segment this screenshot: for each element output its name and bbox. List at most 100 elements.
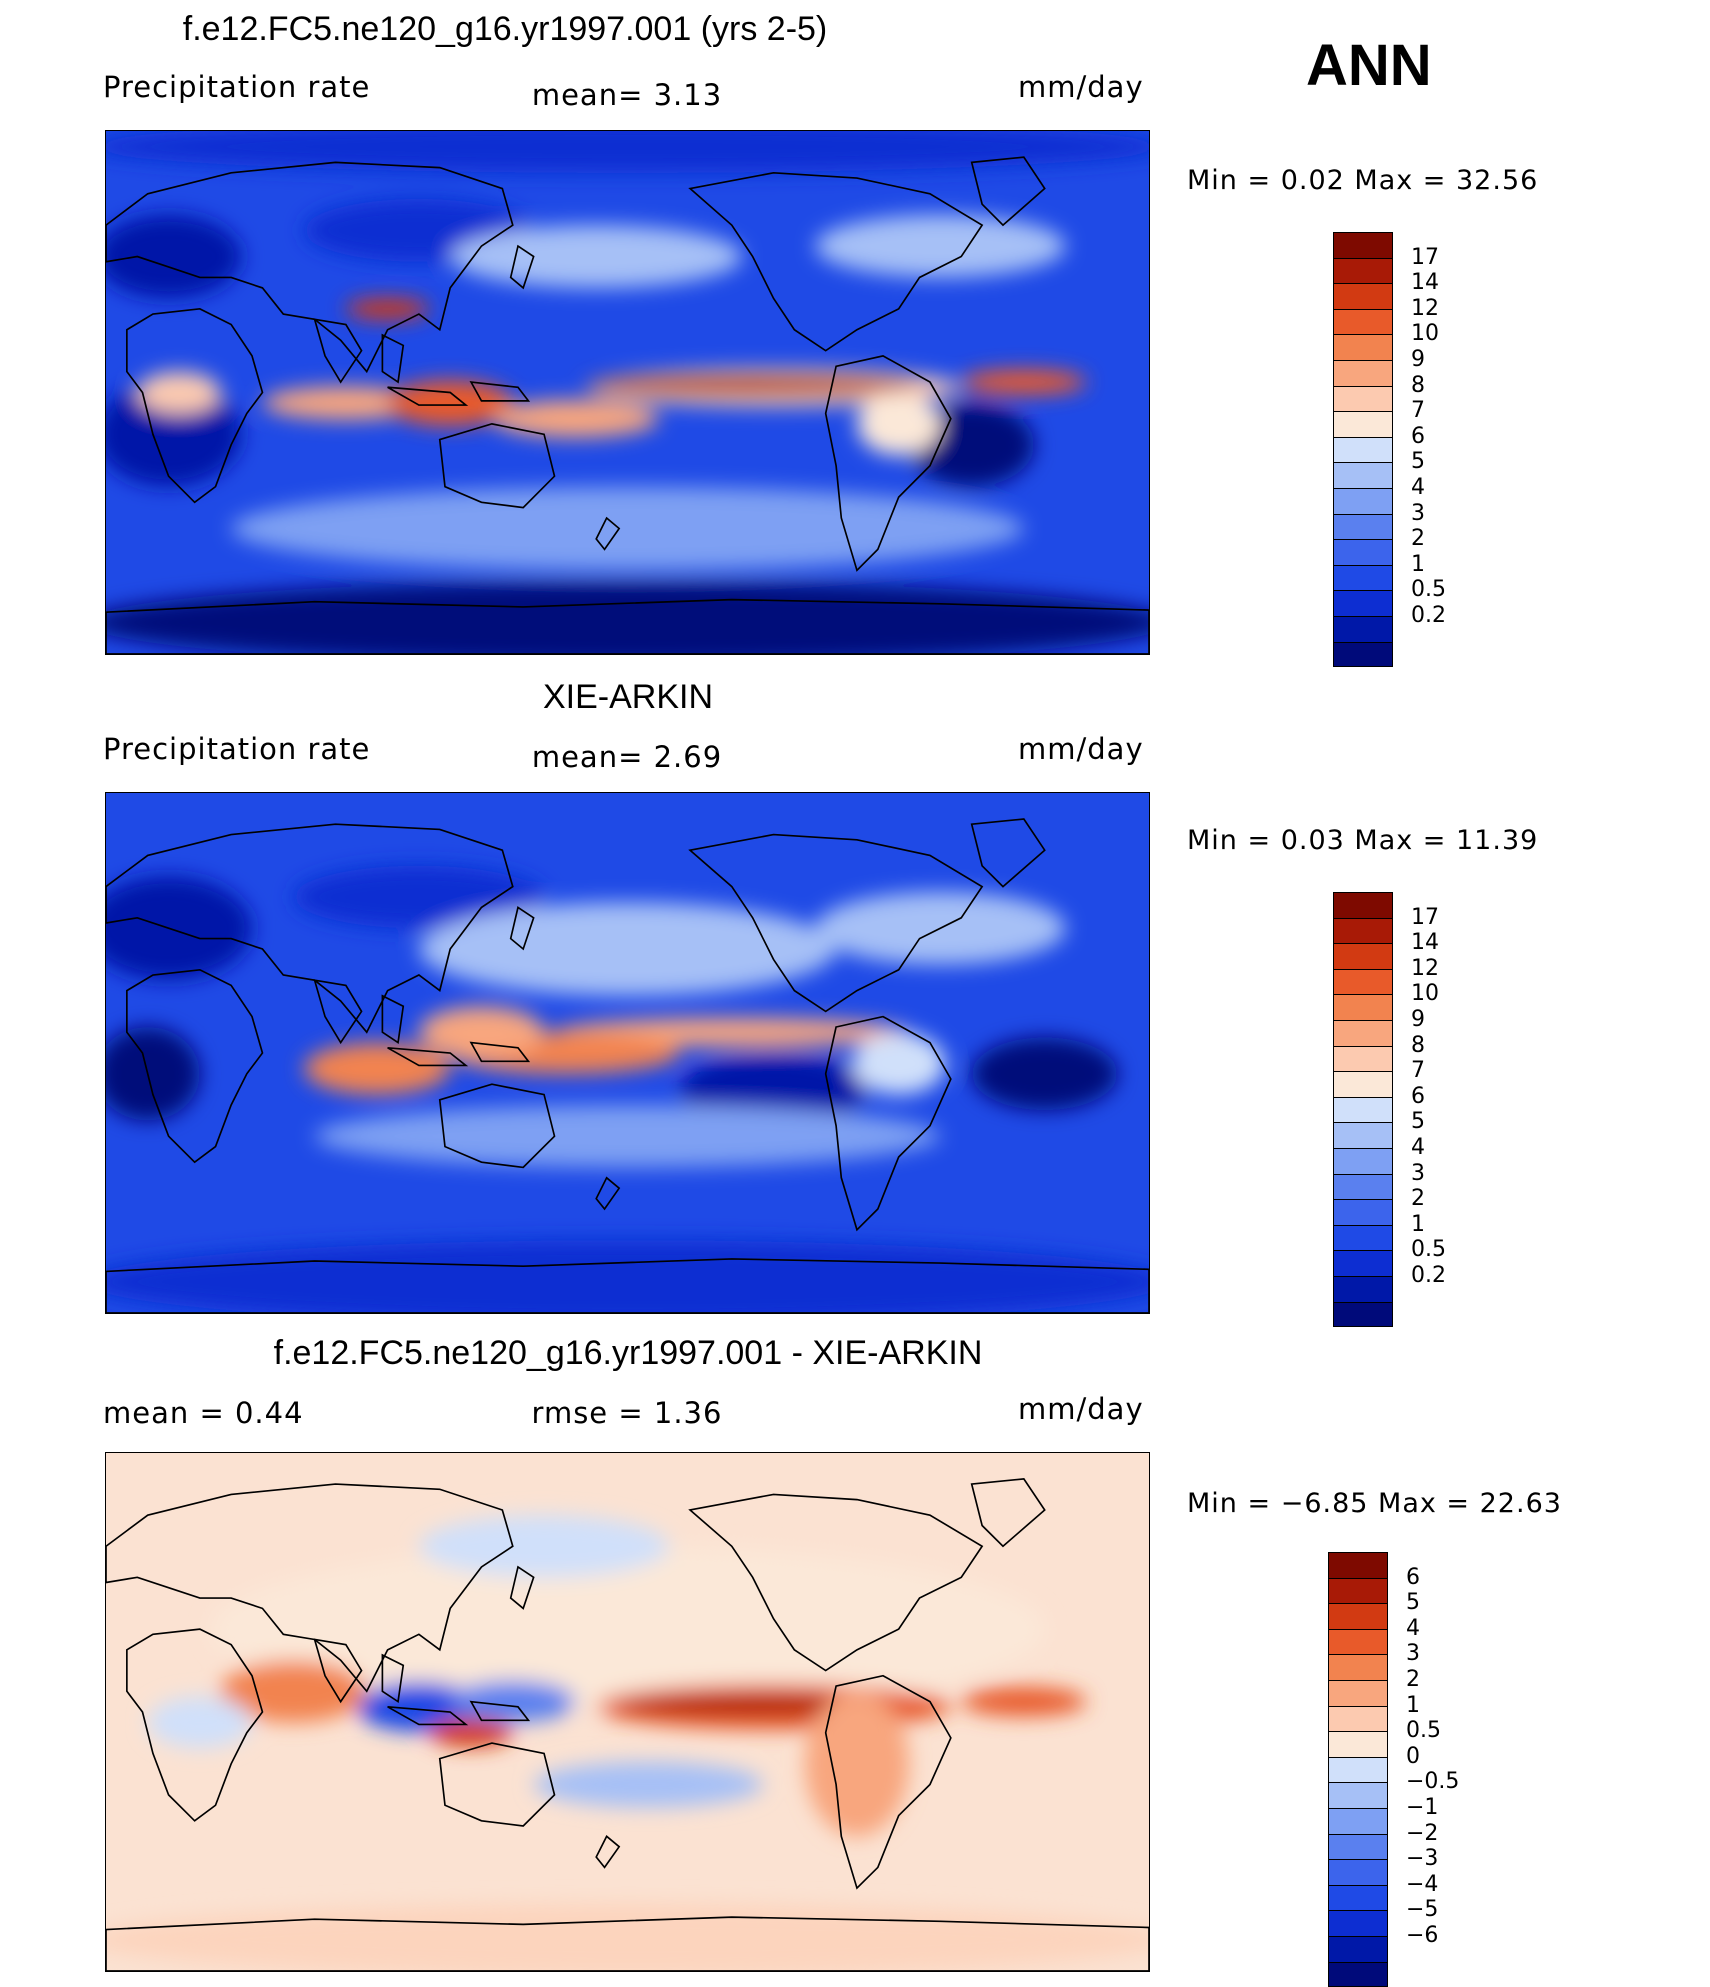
precip-contour-region [106,1240,1149,1313]
colorbar-tick-label: 0.2 [1411,1263,1446,1288]
colorbar-tick-label: 3 [1411,500,1425,526]
colorbar-tick-label: 6 [1411,423,1425,449]
coastline [106,1258,1149,1313]
colorbar-swatch [1333,968,1393,995]
coastline [438,1742,556,1827]
colorbar-swatch [1328,1756,1388,1783]
map-field-svg [106,131,1149,654]
colorbar-swatch [1328,1603,1388,1629]
coastline [106,823,514,1034]
coastline [313,318,363,384]
colorbar-tick-label: 14 [1411,270,1439,296]
colorbar-swatch [1328,1910,1388,1936]
precip-contour-region [429,1718,513,1748]
colorbar-tick-label: −4 [1406,1871,1439,1897]
colorbar-tick-label: 1 [1411,551,1425,577]
colorbar-swatch [1333,488,1393,514]
precip-contour-region [262,386,430,420]
colorbar-swatch [1333,1199,1393,1225]
panel-3-units-label: mm/day [1018,1392,1144,1426]
colorbar-swatch [1328,1577,1388,1604]
colorbar-tick-label: 0.5 [1406,1718,1441,1744]
precip-contour-region [856,392,941,456]
colorbar-swatch [1333,641,1393,668]
panel-1-variable-label: Precipitation rate [103,70,371,104]
colorbar-tick-label: 5 [1411,1109,1425,1135]
colorbar-tick-label: 17 [1411,904,1439,930]
precip-contour-region [231,486,1024,571]
coastline [438,423,556,509]
panel-2-mean-label: mean= 2.69 [531,740,723,774]
precip-contour-region [210,1546,1045,1712]
precip-contour-region [585,375,920,395]
coastline [970,156,1046,227]
colorbar-swatch [1328,1705,1388,1732]
colorbar-tick-label: 6 [1406,1564,1420,1590]
coastline [595,516,621,551]
colorbar-tick-label: 14 [1411,930,1439,956]
precip-contour-region [815,214,1066,278]
colorbar-swatch [1333,1122,1393,1148]
colorbar-tick-label: 10 [1411,981,1439,1007]
colorbar-swatch [1328,1782,1388,1808]
precip-contour-region [971,1037,1118,1111]
coastline [970,818,1046,888]
colorbar-swatch [1333,360,1393,386]
colorbar-swatch [1333,1276,1393,1302]
colorbar-tick-label: 7 [1411,1058,1425,1084]
colorbar-tick-label: 4 [1406,1615,1420,1641]
coastline [381,333,531,406]
precip-contour-region [961,1687,1087,1717]
coastline [595,1835,621,1869]
coastline [313,1638,363,1704]
panel-2-variable-label: Precipitation rate [103,732,371,766]
panel-3-minmax: Min = −6.85 Max = 22.63 [1187,1488,1562,1519]
coastline [824,1674,952,1890]
panel-1-title: f.e12.FC5.ne120_g16.yr1997.001 (yrs 2-5) [182,10,828,48]
precip-contour-region [851,1032,946,1095]
panel-3-colorbar: 6 5 4 3 2 1 0.5 0 −0.5 −1 −2 −3 −4 −5 −6 [1328,1552,1478,1987]
colorbar-swatch [1328,1628,1388,1655]
coastline [106,161,514,374]
coastline [381,994,531,1067]
coastline [313,979,363,1045]
coastline [106,1916,1149,1971]
colorbar-tick-label: 5 [1411,449,1425,475]
panel-1-mean-label: mean= 3.13 [531,78,723,112]
colorbar-tick-label: −1 [1406,1795,1439,1820]
colorbar-swatch [1333,1224,1393,1251]
colorbar-tick-label: 12 [1411,955,1439,981]
colorbar-swatch [1328,1859,1388,1885]
colorbar-tick-label: 7 [1411,398,1425,424]
colorbar-swatch [1333,334,1393,360]
colorbar-swatch [1333,1148,1393,1174]
colorbar-tick-label: 10 [1411,321,1439,347]
precip-contour-region [137,371,221,414]
colorbar-swatch [1333,1045,1393,1072]
precip-contour-region [147,1696,253,1749]
colorbar-tick-label: 1 [1411,1211,1425,1237]
colorbar-swatch [1333,892,1393,918]
precip-contour-region [220,1660,367,1723]
panel-3-mean-label: mean = 0.44 [103,1396,304,1430]
colorbar-swatch [1333,308,1393,335]
colorbar-swatch [1333,1173,1393,1200]
colorbar-swatch [1333,564,1393,591]
precip-contour-region [106,1027,200,1121]
colorbar-swatch [1328,1961,1388,1987]
precip-contour-region [304,1042,451,1095]
colorbar-tick-label: 5 [1406,1590,1420,1616]
colorbar-swatch [1328,1936,1388,1962]
precip-contour-region [450,1680,576,1723]
colorbar-tick-label: −2 [1406,1820,1439,1846]
colorbar-tick-label: −3 [1406,1846,1439,1872]
map-field-svg [106,793,1149,1313]
colorbar-swatch [1333,943,1393,969]
panel-2-colorbar: 17 14 12 10 9 8 7 6 5 4 3 2 1 0.5 0.2 [1333,892,1483,1328]
panel-1-minmax: Min = 0.02 Max = 32.56 [1187,165,1539,196]
panel-3-map [105,1452,1150,1972]
precip-contour-region [106,1903,1149,1971]
colorbar-swatch [1333,436,1393,463]
colorbar-swatch [1333,994,1393,1020]
precip-contour-region [293,865,545,929]
